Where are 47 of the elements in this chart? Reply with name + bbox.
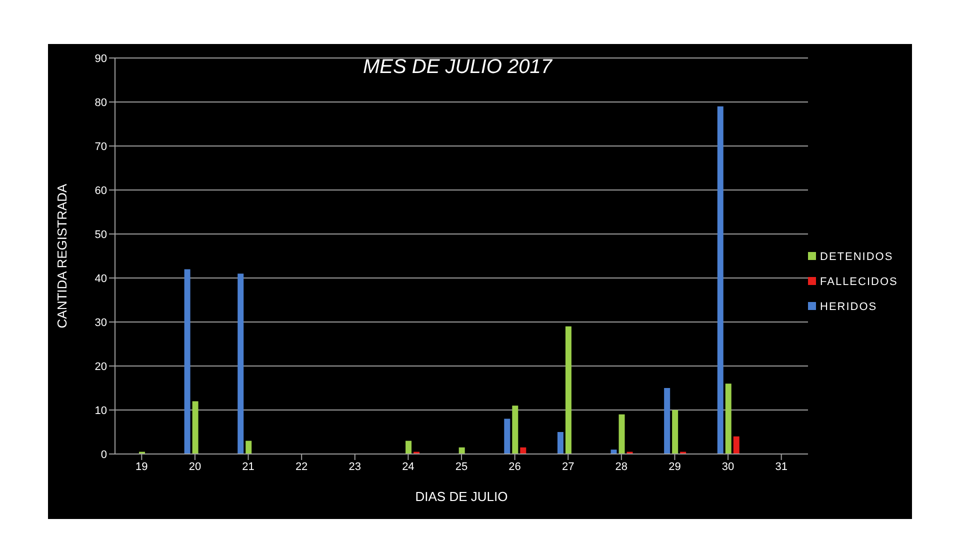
bar <box>733 436 740 454</box>
x-tick-label: 30 <box>722 460 734 473</box>
bar <box>406 440 412 454</box>
x-tick-label: 24 <box>402 460 414 473</box>
y-axis-title: CANTIDA REGISTRADA <box>54 183 70 328</box>
legend-label: FALLECIDOS <box>820 276 898 288</box>
legend-label: HERIDOS <box>820 301 878 313</box>
x-tick-label: 26 <box>508 460 521 473</box>
bar <box>664 388 670 454</box>
bar <box>717 106 724 454</box>
bar <box>672 410 678 454</box>
bar <box>520 447 526 454</box>
y-tick-label: 50 <box>94 228 107 241</box>
bar <box>184 269 190 454</box>
bar <box>610 450 617 454</box>
x-tick-label: 25 <box>455 460 468 473</box>
x-tick-label: 27 <box>562 460 574 473</box>
x-axis-title: DIAS DE JULIO <box>415 489 508 504</box>
y-tick-label: 90 <box>94 52 107 65</box>
bar <box>192 401 198 454</box>
x-tick-label: 22 <box>295 460 308 473</box>
y-tick-label: 60 <box>94 184 107 197</box>
y-tick-label: 70 <box>94 140 107 153</box>
x-tick-label: 23 <box>348 460 362 473</box>
bar <box>725 384 732 454</box>
chart-title: MES DE JULIO 2017 <box>362 56 554 79</box>
x-tick-label: 19 <box>136 460 148 473</box>
bar <box>246 440 252 454</box>
x-tick-label: 31 <box>775 460 788 473</box>
x-tick-label: 28 <box>615 460 628 473</box>
y-tick-label: 40 <box>94 272 107 285</box>
y-tick-label: 20 <box>94 360 107 373</box>
bar <box>504 418 510 454</box>
bar <box>238 274 244 454</box>
bar <box>618 414 625 454</box>
y-tick-label: 80 <box>94 96 107 109</box>
x-tick-label: 21 <box>242 460 254 473</box>
x-tick-label: 20 <box>188 460 202 473</box>
y-tick-label: 10 <box>94 404 107 417</box>
x-tick-label: 29 <box>668 460 681 473</box>
bar <box>557 432 564 454</box>
y-tick-label: 30 <box>94 316 107 329</box>
bar <box>512 406 518 454</box>
bar <box>565 326 572 454</box>
bar <box>458 447 465 454</box>
legend-label: DETENIDOS <box>820 251 894 263</box>
y-tick-label: 0 <box>100 448 107 461</box>
